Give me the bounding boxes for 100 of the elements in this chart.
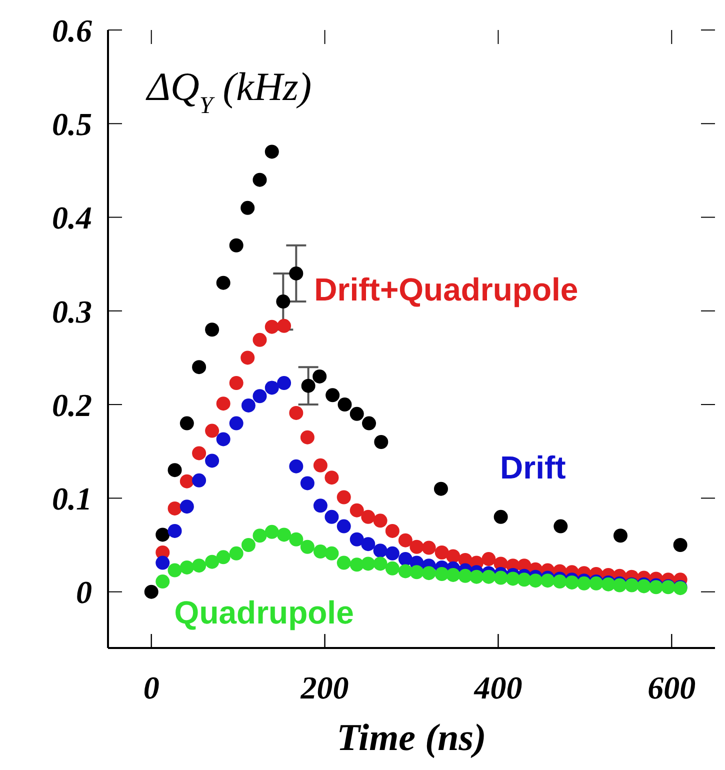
- point: [168, 463, 182, 478]
- point: [156, 528, 170, 542]
- point: [398, 564, 412, 578]
- point: [336, 556, 351, 570]
- point: [216, 396, 230, 411]
- point: [554, 519, 568, 534]
- point: [300, 540, 314, 554]
- point: [313, 458, 328, 472]
- point: [241, 538, 256, 552]
- point: [264, 320, 279, 334]
- x-tick-label: 0: [143, 670, 160, 706]
- point: [216, 432, 230, 446]
- point: [192, 446, 206, 460]
- point: [494, 510, 508, 524]
- y-tick-label: 0.4: [52, 200, 92, 236]
- point: [361, 510, 376, 524]
- point: [446, 549, 460, 564]
- point: [373, 544, 388, 558]
- point: [422, 566, 436, 580]
- point: [482, 552, 496, 566]
- point: [577, 576, 592, 590]
- point: [289, 406, 304, 420]
- point: [482, 570, 496, 584]
- point: [528, 574, 542, 588]
- point: [277, 376, 292, 390]
- point: [517, 572, 532, 587]
- point: [398, 533, 412, 548]
- point: [252, 528, 267, 543]
- point: [168, 501, 182, 516]
- point: [324, 546, 339, 560]
- point: [180, 416, 194, 430]
- point: [229, 376, 244, 390]
- point: [229, 238, 244, 252]
- point: [289, 266, 304, 280]
- point: [470, 570, 484, 584]
- point: [301, 378, 316, 393]
- point: [324, 470, 339, 485]
- point: [552, 574, 567, 589]
- point: [350, 532, 364, 546]
- x-tick-label: 600: [648, 670, 696, 706]
- point: [289, 459, 304, 474]
- point: [613, 528, 628, 543]
- point: [240, 200, 255, 215]
- y-tick-label: 0.1: [52, 480, 92, 517]
- point: [506, 572, 520, 586]
- point: [361, 556, 376, 571]
- point: [324, 510, 339, 524]
- point: [264, 524, 279, 539]
- point: [374, 435, 388, 449]
- point: [540, 574, 555, 588]
- point: [338, 398, 352, 412]
- point: [156, 556, 170, 570]
- point: [289, 532, 304, 546]
- point: [385, 524, 400, 538]
- point: [410, 540, 424, 554]
- x-tick-label: 400: [473, 670, 522, 706]
- point: [205, 554, 220, 569]
- point: [229, 416, 244, 430]
- x-axis-title: Time (ns): [336, 717, 486, 759]
- point: [350, 503, 364, 518]
- point: [300, 430, 314, 444]
- point: [229, 546, 244, 560]
- point: [252, 332, 267, 347]
- y-tick-label: 0.5: [52, 106, 92, 142]
- point: [192, 558, 206, 573]
- point: [336, 490, 351, 504]
- series-label: Quadrupole: [174, 594, 354, 631]
- point: [277, 528, 292, 542]
- point: [192, 473, 206, 488]
- point: [264, 380, 279, 395]
- point: [205, 322, 220, 337]
- point: [373, 514, 388, 528]
- point: [446, 568, 460, 582]
- point: [277, 318, 292, 333]
- point: [252, 389, 267, 404]
- point: [252, 172, 267, 187]
- point: [241, 398, 256, 412]
- y-tick-label: 0: [76, 574, 92, 610]
- point: [156, 574, 170, 589]
- point: [192, 360, 206, 374]
- y-tick-label: 0.6: [52, 12, 92, 48]
- point: [385, 561, 400, 576]
- point: [385, 546, 400, 560]
- point: [434, 482, 448, 496]
- point: [361, 537, 376, 552]
- point: [313, 498, 328, 513]
- point: [350, 406, 364, 421]
- point: [313, 544, 328, 559]
- point: [168, 563, 182, 578]
- point: [362, 416, 376, 430]
- point: [494, 570, 508, 585]
- point: [300, 476, 314, 490]
- x-tick-label: 200: [300, 670, 349, 706]
- point: [312, 369, 327, 384]
- point: [205, 454, 220, 468]
- text: Drift: [500, 450, 566, 486]
- point: [180, 500, 194, 514]
- point: [240, 350, 255, 365]
- point: [205, 424, 220, 438]
- point: [564, 575, 579, 590]
